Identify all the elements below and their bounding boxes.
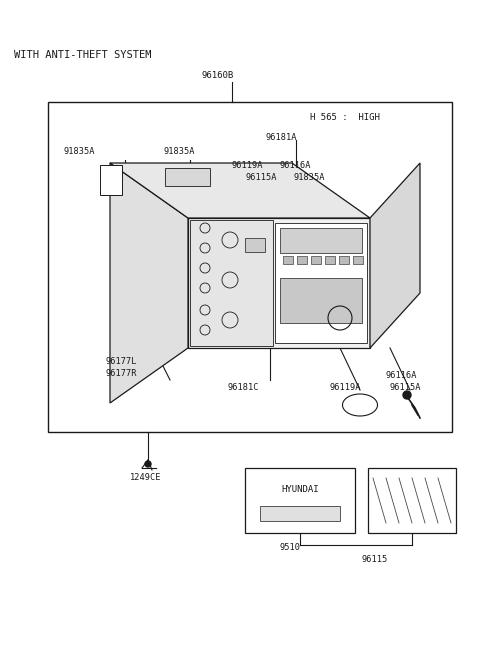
Bar [325, 256, 335, 264]
Circle shape [403, 391, 411, 399]
Text: 96115A: 96115A [390, 384, 421, 392]
Bar [297, 256, 307, 264]
Bar [275, 223, 367, 343]
Text: 96116A: 96116A [385, 371, 417, 380]
Text: 96119A: 96119A [232, 160, 264, 170]
Text: 91835A: 91835A [293, 173, 324, 183]
Text: 9510: 9510 [279, 543, 300, 553]
Bar [368, 468, 456, 533]
Text: 96181C: 96181C [228, 384, 260, 392]
Bar [353, 256, 363, 264]
Text: 96115A: 96115A [245, 173, 276, 183]
Text: 1249CE: 1249CE [130, 474, 161, 482]
Text: HYUNDAI: HYUNDAI [281, 486, 319, 495]
Text: 91835A: 91835A [163, 148, 194, 156]
Bar [245, 468, 355, 533]
Bar [165, 168, 210, 186]
Circle shape [145, 461, 151, 467]
Text: 91835A: 91835A [63, 148, 95, 156]
Polygon shape [110, 163, 370, 218]
Text: 96119A: 96119A [330, 384, 361, 392]
Polygon shape [370, 163, 420, 348]
Text: H 565 :  HIGH: H 565 : HIGH [310, 114, 380, 122]
Text: 96181A: 96181A [265, 133, 297, 143]
Text: 96160B: 96160B [202, 70, 234, 79]
Bar [283, 256, 293, 264]
Polygon shape [110, 163, 188, 403]
Text: 96115: 96115 [362, 556, 388, 564]
Text: 96177R: 96177R [105, 369, 136, 378]
Bar [188, 218, 370, 348]
Bar [260, 506, 340, 521]
Bar [100, 165, 122, 195]
Bar [280, 278, 362, 323]
Bar [311, 256, 321, 264]
Bar [190, 220, 273, 346]
Text: WITH ANTI-THEFT SYSTEM: WITH ANTI-THEFT SYSTEM [14, 50, 152, 60]
Text: 96116A: 96116A [280, 160, 312, 170]
Bar [48, 102, 452, 432]
Bar [339, 256, 349, 264]
Bar [280, 228, 362, 253]
Bar [245, 238, 265, 252]
Text: 96177L: 96177L [105, 357, 136, 367]
